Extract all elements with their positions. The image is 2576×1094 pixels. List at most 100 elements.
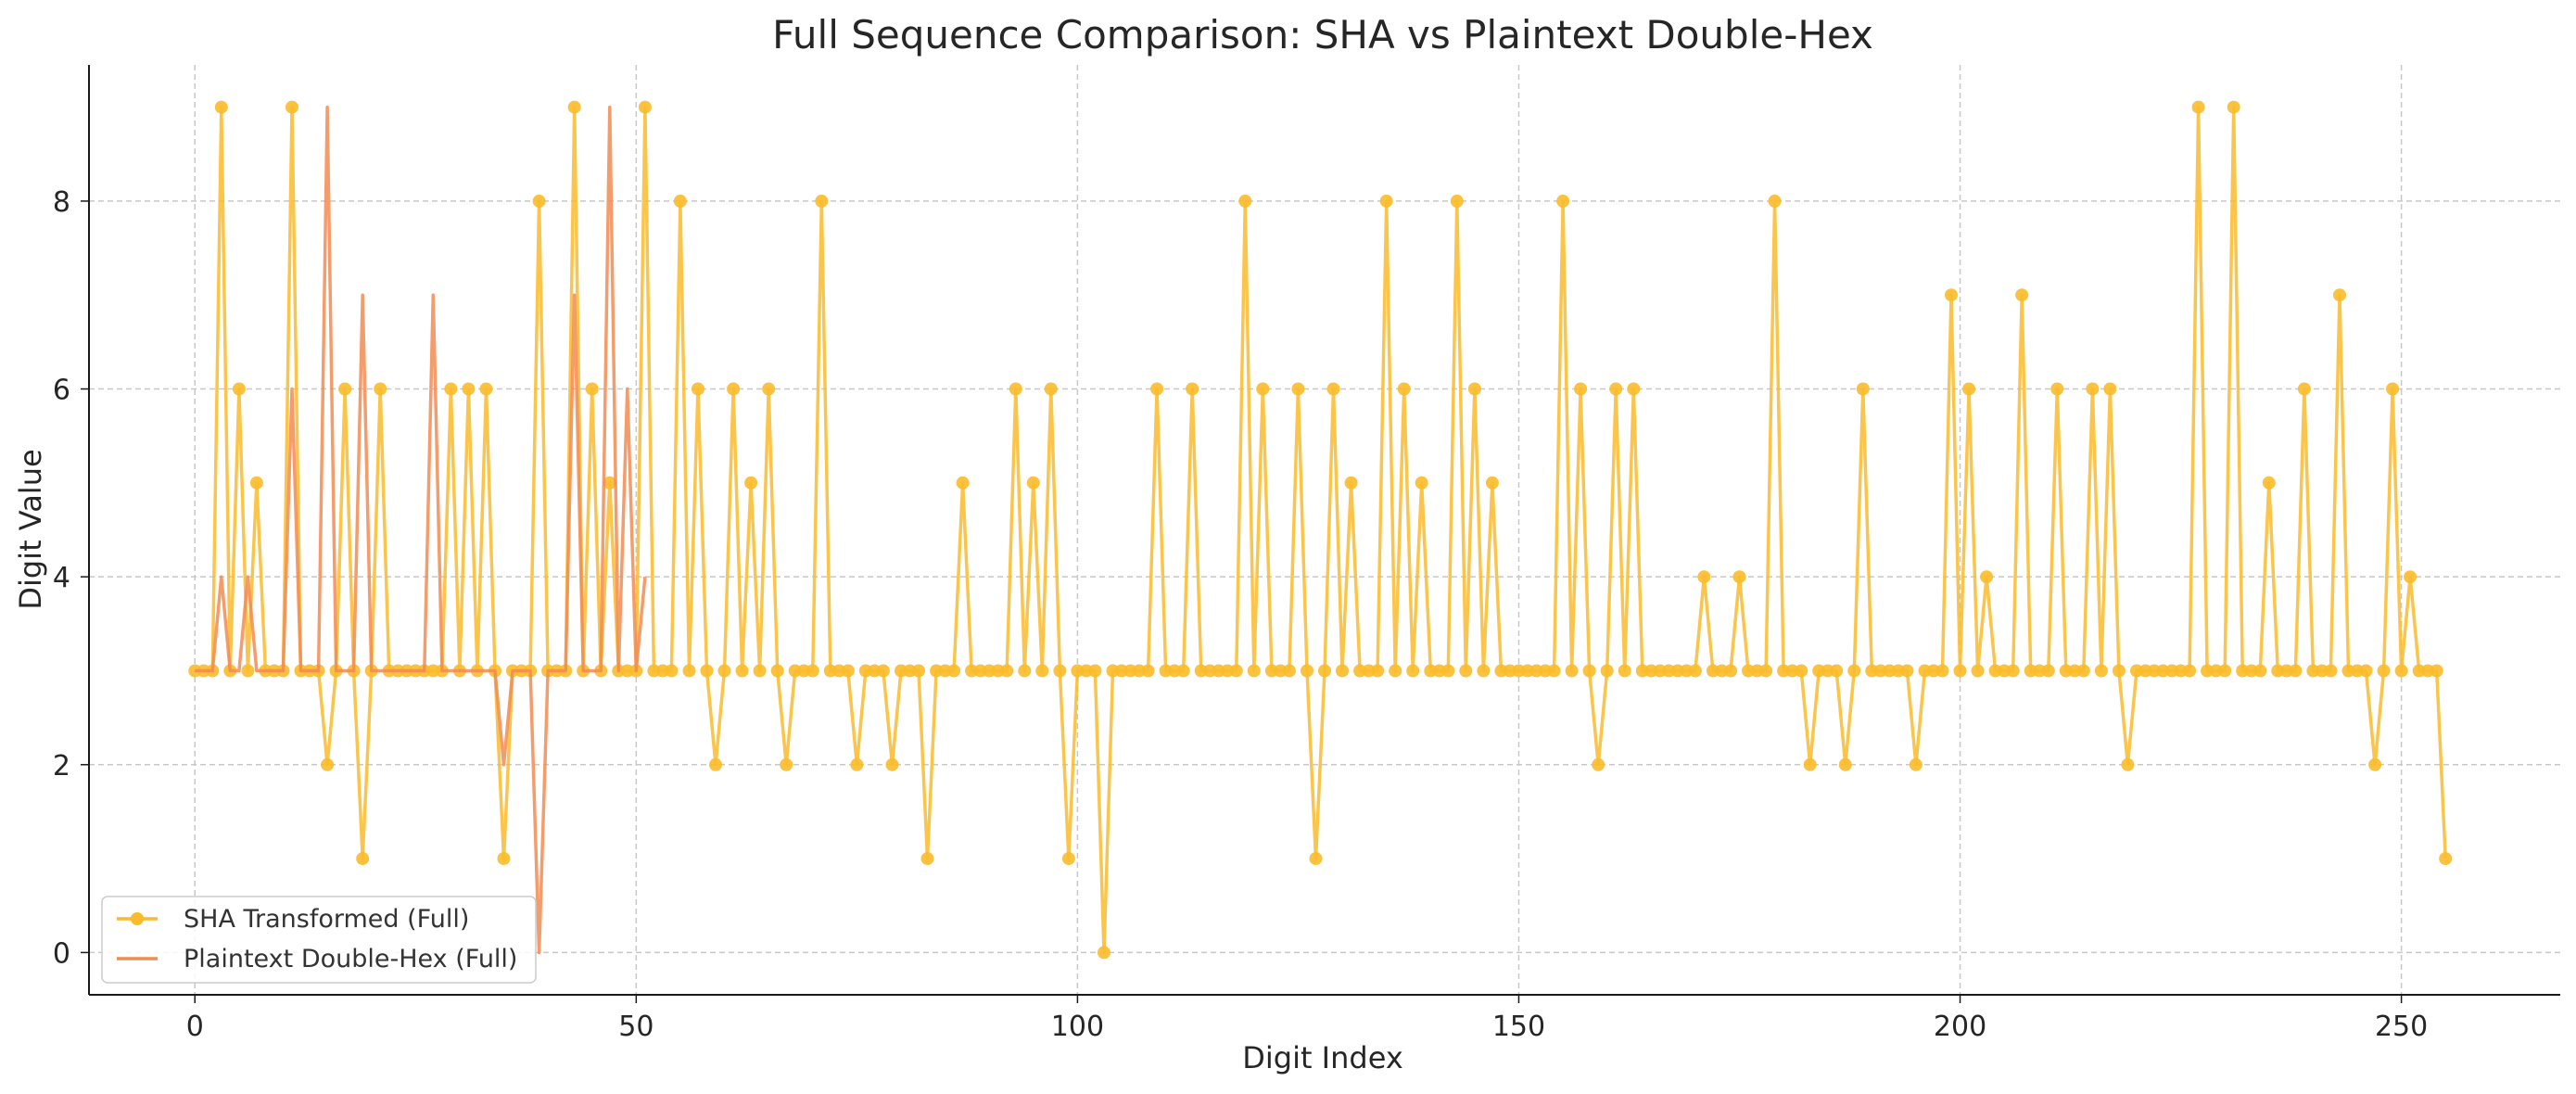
- data-point: [1088, 664, 1102, 678]
- data-point: [2236, 664, 2250, 678]
- data-point: [2297, 382, 2311, 396]
- data-point: [2289, 664, 2303, 678]
- data-point: [1026, 476, 1040, 490]
- data-point: [1035, 664, 1049, 678]
- data-point: [1389, 664, 1402, 678]
- data-point: [2333, 288, 2346, 302]
- data-point: [744, 476, 758, 490]
- data-point: [2404, 570, 2417, 584]
- y-tick-label: 0: [53, 937, 70, 970]
- data-point: [1724, 664, 1737, 678]
- data-point: [603, 476, 616, 490]
- data-point: [673, 194, 687, 208]
- data-point: [2386, 382, 2400, 396]
- data-point: [1186, 382, 1199, 396]
- data-point: [1212, 664, 1225, 678]
- data-point: [2227, 100, 2240, 114]
- data-point: [374, 382, 387, 396]
- data-point: [462, 382, 476, 396]
- data-point: [1477, 664, 1491, 678]
- data-point: [965, 664, 979, 678]
- data-point: [1485, 476, 1499, 490]
- data-point: [1098, 946, 1110, 960]
- data-point: [2359, 664, 2373, 678]
- data-point: [638, 100, 652, 114]
- data-point: [1247, 664, 1261, 678]
- data-point: [920, 852, 934, 866]
- data-point: [1838, 757, 1852, 771]
- data-point: [1467, 382, 1481, 396]
- data-point: [876, 664, 890, 678]
- data-point: [1971, 664, 1985, 678]
- data-point: [1556, 194, 1570, 208]
- data-point: [797, 664, 811, 678]
- data-point: [1397, 382, 1411, 396]
- data-point: [850, 757, 864, 771]
- data-point: [770, 664, 784, 678]
- legend-label-plaintext: Plaintext Double-Hex (Full): [184, 945, 517, 973]
- data-point: [956, 476, 970, 490]
- data-point: [1688, 664, 1702, 678]
- data-point: [735, 664, 749, 678]
- chart-title: Full Sequence Comparison: SHA vs Plainte…: [772, 12, 1873, 57]
- data-point: [1459, 664, 1473, 678]
- data-point: [1000, 664, 1014, 678]
- data-point: [1309, 852, 1323, 866]
- data-point: [2094, 664, 2108, 678]
- data-point: [1582, 664, 1596, 678]
- data-point: [2112, 664, 2126, 678]
- data-point: [2377, 664, 2391, 678]
- data-point: [885, 757, 899, 771]
- data-point: [692, 382, 704, 396]
- data-point: [912, 664, 925, 678]
- data-point: [2033, 664, 2047, 678]
- data-point: [497, 852, 511, 866]
- data-point: [1291, 382, 1305, 396]
- data-point: [585, 382, 599, 396]
- data-point: [1592, 757, 1605, 771]
- data-point: [1795, 664, 1808, 678]
- data-point: [1406, 664, 1420, 678]
- data-point: [2121, 757, 2135, 771]
- data-point: [1785, 664, 1799, 678]
- y-tick-label: 4: [53, 562, 70, 594]
- data-point: [1980, 570, 1994, 584]
- data-point: [2368, 757, 2382, 771]
- series-line: [195, 105, 2447, 955]
- data-point: [241, 664, 255, 678]
- data-point: [2279, 664, 2293, 678]
- data-point: [665, 664, 679, 678]
- data-point: [1609, 382, 1623, 396]
- data-point: [1326, 382, 1340, 396]
- data-point: [249, 476, 263, 490]
- data-point: [1336, 664, 1349, 678]
- data-point: [2156, 664, 2170, 678]
- series-layer: [188, 100, 2453, 960]
- data-point: [1697, 570, 1711, 584]
- data-point: [780, 757, 793, 771]
- data-point: [479, 382, 493, 396]
- data-point: [1547, 664, 1561, 678]
- data-point: [682, 664, 696, 678]
- legend-label-sha: SHA Transformed (Full): [184, 905, 469, 934]
- data-point: [700, 664, 714, 678]
- data-point: [2439, 852, 2453, 866]
- data-point: [709, 757, 722, 771]
- data-point: [2076, 664, 2090, 678]
- data-point: [2086, 382, 2100, 396]
- data-point: [356, 852, 370, 866]
- data-point: [1415, 476, 1428, 490]
- y-tick-label: 8: [53, 186, 70, 219]
- data-point: [2191, 100, 2205, 114]
- x-tick-label: 0: [186, 1011, 204, 1043]
- data-point: [567, 100, 581, 114]
- data-point: [1282, 664, 1296, 678]
- data-point: [1618, 664, 1631, 678]
- legend: SHA Transformed (Full) Plaintext Double-…: [101, 896, 537, 984]
- data-point: [1061, 852, 1075, 866]
- data-point: [1945, 288, 1958, 302]
- y-tick-label: 6: [53, 375, 70, 407]
- data-point: [1759, 664, 1773, 678]
- data-point: [1900, 664, 1914, 678]
